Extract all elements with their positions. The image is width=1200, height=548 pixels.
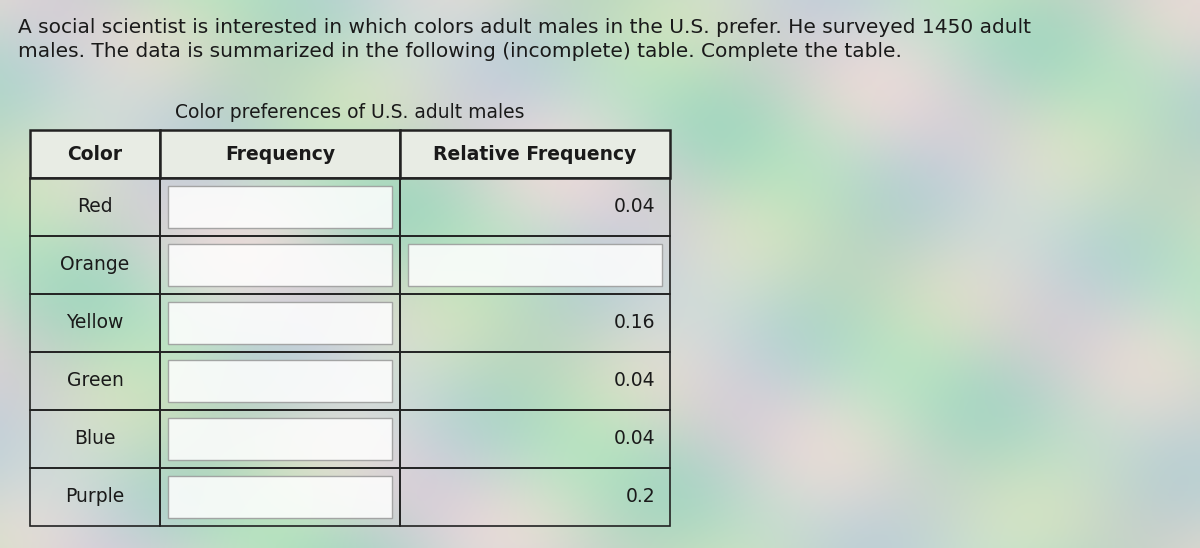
Text: Relative Frequency: Relative Frequency: [433, 145, 637, 163]
Bar: [168, 418, 392, 460]
Bar: [400, 410, 670, 468]
Bar: [160, 178, 400, 236]
Text: Orange: Orange: [60, 255, 130, 275]
Text: A social scientist is interested in which colors adult males in the U.S. prefer.: A social scientist is interested in whic…: [18, 18, 1031, 37]
Bar: [168, 302, 392, 344]
Bar: [400, 352, 670, 410]
Bar: [160, 294, 400, 352]
Bar: [30, 130, 160, 178]
Bar: [400, 294, 670, 352]
Bar: [30, 468, 160, 526]
Bar: [408, 244, 662, 286]
Bar: [160, 410, 400, 468]
Text: 0.04: 0.04: [613, 372, 655, 391]
Text: 0.04: 0.04: [613, 430, 655, 448]
Bar: [400, 468, 670, 526]
Bar: [30, 236, 160, 294]
Text: males. The data is summarized in the following (incomplete) table. Complete the : males. The data is summarized in the fol…: [18, 42, 902, 61]
Bar: [400, 178, 670, 236]
Bar: [30, 352, 160, 410]
Bar: [30, 178, 160, 236]
Text: 0.2: 0.2: [625, 488, 655, 506]
Text: Purple: Purple: [65, 488, 125, 506]
Bar: [168, 476, 392, 518]
Bar: [160, 352, 400, 410]
Bar: [160, 130, 400, 178]
Bar: [160, 468, 400, 526]
Text: Blue: Blue: [74, 430, 115, 448]
Text: Yellow: Yellow: [66, 313, 124, 333]
Bar: [30, 294, 160, 352]
Bar: [168, 360, 392, 402]
Text: Green: Green: [66, 372, 124, 391]
Text: 0.16: 0.16: [613, 313, 655, 333]
Bar: [160, 236, 400, 294]
Bar: [400, 236, 670, 294]
Bar: [400, 130, 670, 178]
Text: 0.04: 0.04: [613, 197, 655, 216]
Text: Color preferences of U.S. adult males: Color preferences of U.S. adult males: [175, 103, 524, 122]
Text: Red: Red: [77, 197, 113, 216]
Bar: [168, 244, 392, 286]
Bar: [168, 186, 392, 228]
Text: Color: Color: [67, 145, 122, 163]
Bar: [30, 410, 160, 468]
Text: Frequency: Frequency: [224, 145, 335, 163]
